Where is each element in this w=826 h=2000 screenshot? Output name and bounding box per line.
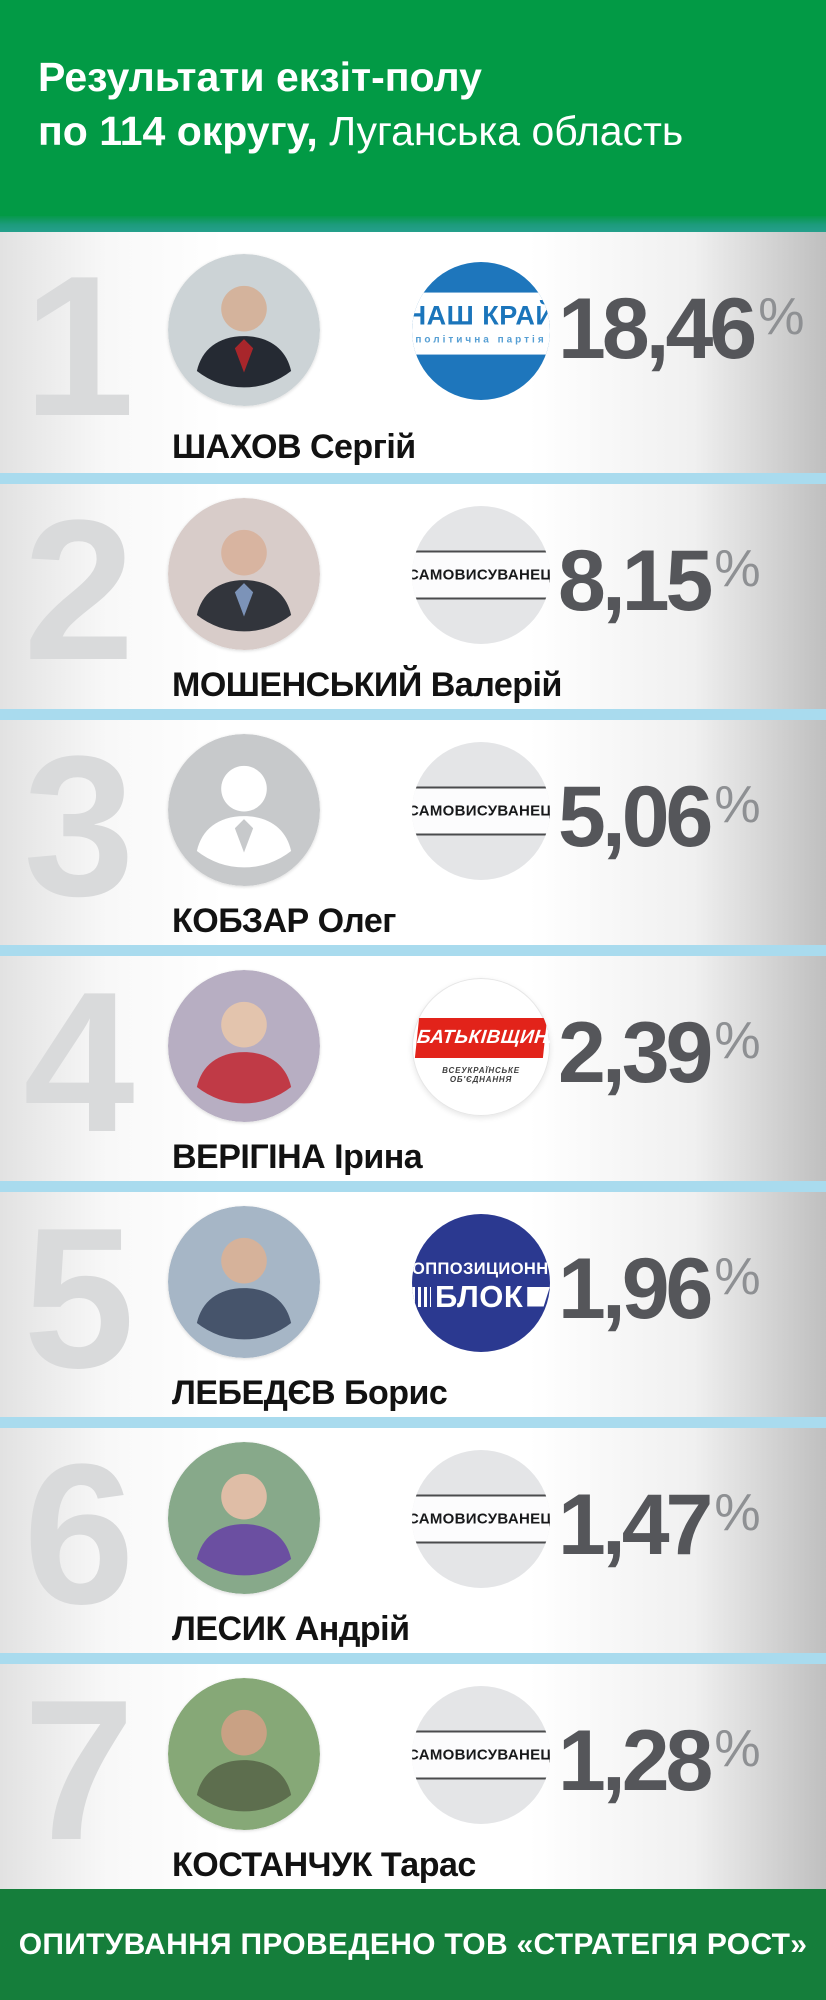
candidate-name: МОШЕНСЬКИЙ Валерій (172, 666, 562, 704)
row-separator (0, 1417, 826, 1428)
party-logo-opposition-bloc: ОППОЗИЦИОННЫЙ БЛОК (412, 1214, 550, 1352)
party-subtitle: політична партія (415, 334, 547, 346)
district-label: по 114 округу, (38, 108, 318, 155)
percent-value: 2,39 (558, 1005, 713, 1101)
percent-sign: % (714, 1720, 761, 1778)
person-silhouette-icon (168, 1206, 320, 1358)
percent-value: 8,15 (558, 533, 713, 629)
result-percent: 1,28% (558, 1712, 761, 1811)
row-separator (0, 709, 826, 720)
teal-divider-strip (0, 216, 826, 232)
solid-decoration (527, 1286, 550, 1307)
result-percent: 2,39% (558, 1004, 761, 1103)
candidate-photo-placeholder (168, 734, 320, 886)
percent-sign: % (714, 540, 761, 598)
result-row: 3 САМОВИСУВАНЕЦЬ 5,06% КОБЗАР Олег (0, 720, 826, 945)
party-name: САМОВИСУВАНЕЦЬ (412, 786, 550, 836)
party-logo-samovysuvanets: САМОВИСУВАНЕЦЬ (412, 1450, 550, 1588)
result-row: 1 НАШ КРАЙ політична партія 18,46% ШАХОВ… (0, 232, 826, 473)
result-percent: 18,46% (558, 280, 804, 379)
party-name: САМОВИСУВАНЕЦЬ (412, 1494, 550, 1544)
candidate-name: ЛЕБЕДЄВ Борис (172, 1374, 448, 1412)
party-name-line1: ОППОЗИЦИОННЫЙ (412, 1260, 550, 1278)
row-separator (0, 1181, 826, 1192)
rank-number: 6 (23, 1422, 134, 1646)
party-logo-samovysuvanets: САМОВИСУВАНЕЦЬ (412, 742, 550, 880)
rank-number: 2 (23, 478, 134, 702)
candidate-photo (168, 498, 320, 650)
person-silhouette-icon (168, 498, 320, 650)
party-subtitle: ВСЕУКРАЇНСЬКЕ ОБ'ЄДНАННЯ (442, 1066, 520, 1084)
hatch-decoration (412, 1286, 431, 1307)
candidate-photo (168, 254, 320, 406)
result-row: 2 САМОВИСУВАНЕЦЬ 8,15% МОШЕНСЬКИЙ Валері… (0, 484, 826, 709)
candidate-name: КОБЗАР Олег (172, 902, 396, 940)
person-silhouette-icon (168, 1678, 320, 1830)
page-title-line2: по 114 округу, Луганська область (38, 104, 806, 158)
candidate-photo (168, 1442, 320, 1594)
header: Результати екзіт-полу по 114 округу, Луг… (0, 0, 826, 216)
rank-number: 7 (23, 1658, 134, 1882)
percent-sign: % (758, 288, 805, 346)
candidate-photo (168, 1678, 320, 1830)
footer: ОПИТУВАННЯ ПРОВЕДЕНО ТОВ «СТРАТЕГІЯ РОСТ… (0, 1889, 826, 2000)
result-percent: 1,47% (558, 1476, 761, 1575)
region-label: Луганська область (317, 108, 684, 155)
percent-value: 1,28 (558, 1713, 713, 1809)
candidate-name: ВЕРІГІНА Ірина (172, 1138, 423, 1176)
party-logo-samovysuvanets: САМОВИСУВАНЕЦЬ (412, 1686, 550, 1824)
party-logo-batkivshchyna: БАТЬКІВЩИНА ВСЕУКРАЇНСЬКЕ ОБ'ЄДНАННЯ (412, 978, 550, 1116)
person-silhouette-icon (168, 970, 320, 1122)
row-separator (0, 473, 826, 484)
candidate-name: ШАХОВ Сергій (172, 428, 416, 466)
result-row: 5 ОППОЗИЦИОННЫЙ БЛОК 1,96% ЛЕБЕДЄВ Борис (0, 1192, 826, 1417)
result-row: 4 БАТЬКІВЩИНА ВСЕУКРАЇНСЬКЕ ОБ'ЄДНАННЯ 2… (0, 956, 826, 1181)
candidate-name: КОСТАНЧУК Тарас (172, 1846, 476, 1884)
party-name: САМОВИСУВАНЕЦЬ (412, 550, 550, 600)
percent-sign: % (714, 1248, 761, 1306)
percent-sign: % (714, 1012, 761, 1070)
party-name-line2: БЛОК (412, 1281, 550, 1312)
candidate-name: ЛЕСИК Андрій (172, 1610, 410, 1648)
percent-value: 1,47 (558, 1477, 713, 1573)
person-silhouette-icon (168, 734, 320, 886)
page-title-line1: Результати екзіт-полу (38, 54, 482, 100)
logo-band: НАШ КРАЙ політична партія (412, 292, 550, 355)
party-name: БАТЬКІВЩИНА (414, 1018, 550, 1058)
result-percent: 8,15% (558, 532, 761, 631)
percent-sign: % (714, 776, 761, 834)
rank-number: 1 (23, 234, 134, 458)
party-name: САМОВИСУВАНЕЦЬ (412, 1730, 550, 1780)
result-row: 6 САМОВИСУВАНЕЦЬ 1,47% ЛЕСИК Андрій (0, 1428, 826, 1653)
result-row: 7 САМОВИСУВАНЕЦЬ 1,28% КОСТАНЧУК Тарас (0, 1664, 826, 1889)
row-separator (0, 1653, 826, 1664)
candidate-photo (168, 1206, 320, 1358)
rank-number: 5 (23, 1186, 134, 1410)
result-percent: 1,96% (558, 1240, 761, 1339)
person-silhouette-icon (168, 254, 320, 406)
row-separator (0, 945, 826, 956)
party-name: НАШ КРАЙ (412, 300, 550, 331)
percent-value: 18,46 (558, 281, 757, 377)
footer-text: ОПИТУВАННЯ ПРОВЕДЕНО ТОВ «СТРАТЕГІЯ РОСТ… (18, 1927, 808, 1961)
candidate-photo (168, 970, 320, 1122)
percent-value: 1,96 (558, 1241, 713, 1337)
party-logo-samovysuvanets: САМОВИСУВАНЕЦЬ (412, 506, 550, 644)
percent-value: 5,06 (558, 769, 713, 865)
rank-number: 3 (23, 714, 134, 938)
rank-number: 4 (23, 950, 134, 1174)
result-percent: 5,06% (558, 768, 761, 867)
percent-sign: % (714, 1484, 761, 1542)
party-logo-nash-kray: НАШ КРАЙ політична партія (412, 262, 550, 400)
person-silhouette-icon (168, 1442, 320, 1594)
